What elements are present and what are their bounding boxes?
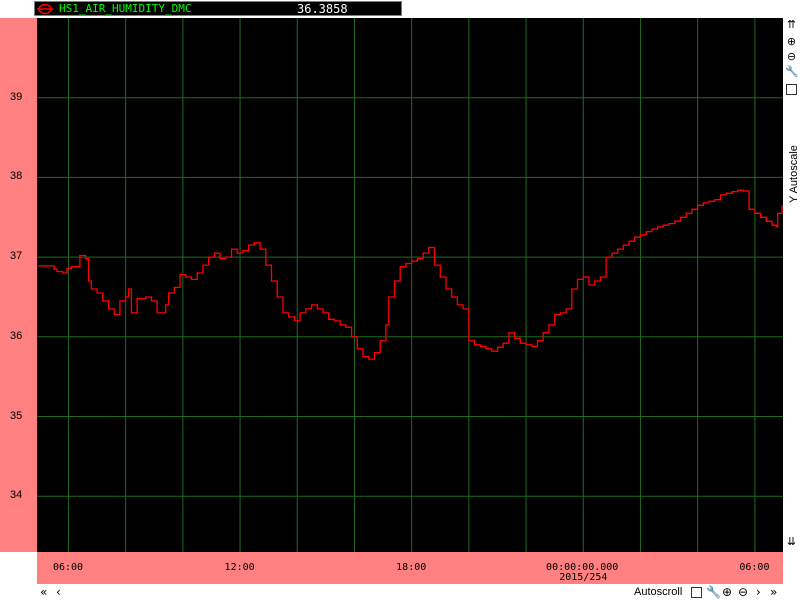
bottom-toolbar: « ‹ Autoscroll 🔧 ⊕ ⊖ › » <box>0 584 800 600</box>
x-axis[interactable] <box>37 552 783 584</box>
axis-corner <box>0 552 37 584</box>
series-line-hs1-air-humidity <box>38 189 783 360</box>
series-legend[interactable]: HS1_AIR_HUMIDITY_DMC 36.3858 <box>34 1 402 16</box>
zoom-out-x-icon[interactable]: ⊖ <box>738 585 749 599</box>
scroll-right-icon[interactable]: › <box>756 585 761 599</box>
scroll-right-fast-icon[interactable]: » <box>770 585 778 599</box>
y-tick-label: 39 <box>10 90 23 103</box>
wrench-icon[interactable]: 🔧 <box>785 65 799 78</box>
x-tick-label: 12:00 <box>224 562 255 573</box>
y-tick-label: 38 <box>10 170 23 183</box>
y-axis[interactable] <box>0 18 37 552</box>
y-tick-label: 36 <box>10 329 23 342</box>
series-color-icon <box>37 3 53 15</box>
autoscroll-label: Autoscroll <box>634 586 683 598</box>
x-tick-label: 18:00 <box>396 562 427 573</box>
scroll-up-fast-icon[interactable]: ⇈ <box>786 18 797 31</box>
plot-area[interactable] <box>37 18 783 552</box>
y-autoscale-label: Y Autoscale <box>788 145 800 203</box>
zoom-in-icon[interactable]: ⊕ <box>786 35 797 48</box>
y-tick-label: 34 <box>10 489 23 502</box>
zoom-in-x-icon[interactable]: ⊕ <box>722 585 733 599</box>
scroll-down-fast-icon[interactable]: ⇊ <box>786 535 797 548</box>
y-tick-label: 37 <box>10 250 23 263</box>
y-autoscale-label-box: Y Autoscale <box>785 114 800 204</box>
series-name: HS1_AIR_HUMIDITY_DMC <box>59 2 192 15</box>
legend-bar: HS1_AIR_HUMIDITY_DMC 36.3858 <box>0 0 800 18</box>
y-tick-label: 35 <box>10 409 23 422</box>
x-tick-label: 06:00 <box>52 562 84 573</box>
scroll-left-icon[interactable]: ‹ <box>56 585 61 599</box>
zoom-out-icon[interactable]: ⊖ <box>786 50 797 63</box>
scroll-left-fast-icon[interactable]: « <box>40 585 48 599</box>
wrench-x-icon[interactable]: 🔧 <box>706 585 721 599</box>
series-current-value: 36.3858 <box>297 2 348 16</box>
y-autoscale-checkbox[interactable] <box>786 84 797 95</box>
x-tick-label: 06:00 <box>739 562 770 573</box>
right-toolbar: ⇈ ⊕ ⊖ 🔧 Y Autoscale ⇊ <box>783 18 800 552</box>
autoscroll-checkbox[interactable] <box>691 587 702 598</box>
x-date-label: 2015/254 <box>559 572 608 583</box>
chart-canvas <box>37 18 783 552</box>
x-tick-label: 00:00:00.000 <box>546 562 619 573</box>
